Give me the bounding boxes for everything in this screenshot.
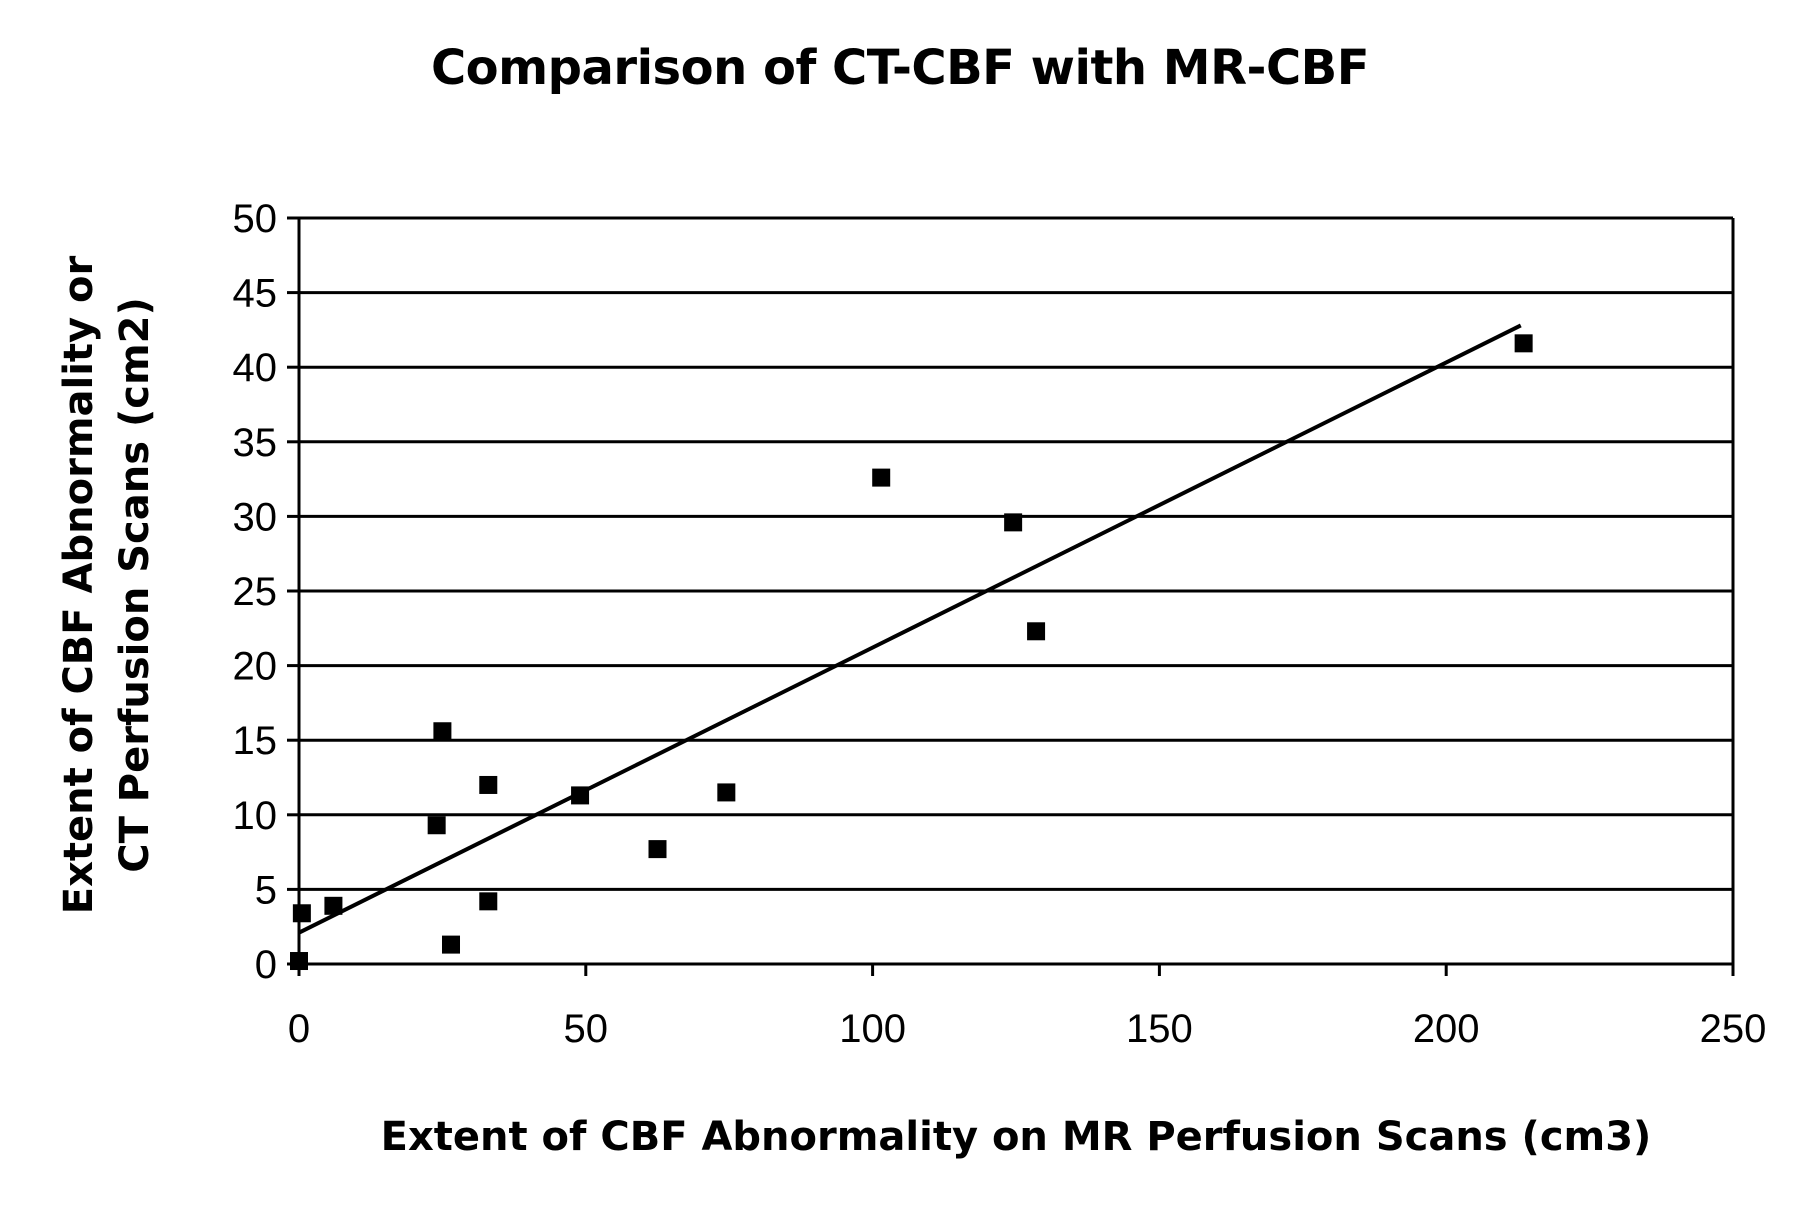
x-tick-labels: 0 50 100 150 200 250 <box>288 1007 1767 1051</box>
y-axis-title-line-1: Extent of CBF Abnormality or <box>56 255 102 914</box>
data-point-1 <box>290 952 308 971</box>
y-tick-label-20: 20 <box>233 645 278 689</box>
data-point-2 <box>292 904 311 923</box>
data-point-6 <box>442 935 461 954</box>
data-point-4 <box>427 816 446 835</box>
x-tick-label-100: 100 <box>839 1007 906 1051</box>
data-point-10 <box>648 840 667 859</box>
trendline-group <box>298 323 1522 935</box>
trendline <box>298 323 1522 935</box>
chart-title: Comparison of CT-CBF with MR-CBF <box>430 40 1370 96</box>
y-tick-labels: 0 5 10 15 20 25 30 35 40 45 50 <box>233 197 278 987</box>
y-tick-label-45: 45 <box>233 272 278 316</box>
y-tick-label-25: 25 <box>233 570 278 614</box>
data-point-15 <box>1514 334 1533 353</box>
y-tick-label-0: 0 <box>255 943 277 987</box>
data-point-13 <box>1004 513 1023 532</box>
x-axis-title: Extent of CBF Abnormality on MR Perfusio… <box>381 1114 1652 1160</box>
y-tick-label-10: 10 <box>233 794 278 838</box>
y-axis-title-line-2: CT Perfusion Scans (cm2) <box>112 297 158 873</box>
y-tick-label-30: 30 <box>233 495 278 539</box>
data-point-3 <box>324 896 343 915</box>
x-tick-label-150: 150 <box>1126 1007 1193 1051</box>
data-point-14 <box>1027 622 1046 641</box>
data-point-7 <box>479 775 498 794</box>
x-tick-label-50: 50 <box>564 1007 609 1051</box>
data-point-5 <box>433 722 452 741</box>
x-tick-label-250: 250 <box>1700 1007 1767 1051</box>
axes <box>287 216 1735 976</box>
data-point-11 <box>717 783 736 802</box>
x-tick-label-200: 200 <box>1413 1007 1480 1051</box>
data-point-12 <box>872 468 891 487</box>
y-tick-label-35: 35 <box>233 421 278 465</box>
y-tick-label-50: 50 <box>233 197 278 241</box>
x-tick-label-0: 0 <box>288 1007 310 1051</box>
y-tick-label-5: 5 <box>255 868 277 912</box>
y-tick-label-15: 15 <box>233 719 278 763</box>
y-tick-label-40: 40 <box>233 346 278 390</box>
data-points <box>290 334 1533 971</box>
data-point-9 <box>571 786 590 805</box>
data-point-8 <box>479 892 498 911</box>
gridlines <box>299 216 1733 891</box>
